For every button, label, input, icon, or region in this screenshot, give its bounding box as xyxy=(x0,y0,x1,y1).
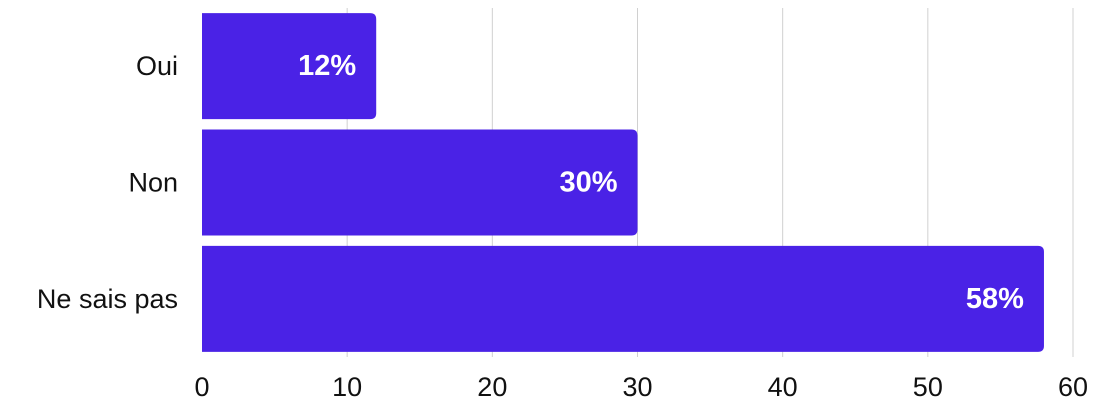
category-label-2: Ne sais pas xyxy=(37,284,178,314)
category-label-1: Non xyxy=(128,168,178,198)
x-tick-label-50: 50 xyxy=(913,372,943,402)
bars: 12% 30% 58% xyxy=(202,13,1044,352)
bar-1 xyxy=(202,129,638,236)
x-axis-tick-labels: 0 10 20 30 40 50 60 xyxy=(194,372,1088,402)
bar-value-label-1: 30% xyxy=(559,167,617,199)
x-tick-label-30: 30 xyxy=(622,372,652,402)
x-tick-label-20: 20 xyxy=(477,372,507,402)
x-tick-label-0: 0 xyxy=(194,372,209,402)
category-label-0: Oui xyxy=(136,51,178,81)
x-tick-label-60: 60 xyxy=(1058,372,1088,402)
bar-2 xyxy=(202,245,1044,352)
bar-value-label-2: 58% xyxy=(966,283,1024,315)
category-labels: Oui Non Ne sais pas xyxy=(37,51,178,314)
bar-value-label-0: 12% xyxy=(298,50,356,82)
bar-0 xyxy=(202,13,377,120)
x-tick-label-10: 10 xyxy=(332,372,362,402)
x-tick-label-40: 40 xyxy=(768,372,798,402)
